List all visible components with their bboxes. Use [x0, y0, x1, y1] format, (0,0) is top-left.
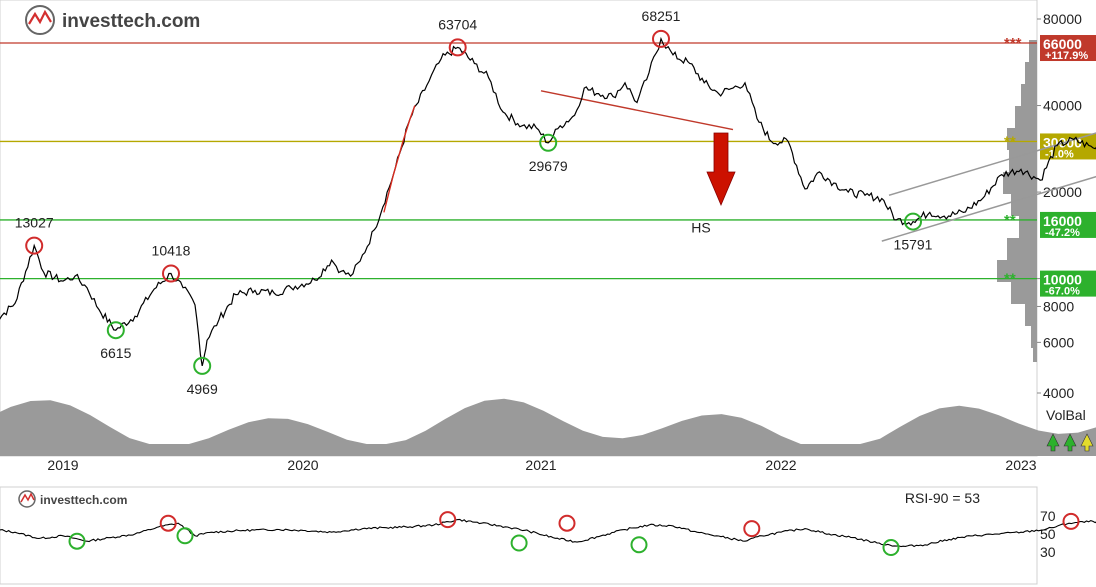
indicator-panel-frame [0, 486, 1038, 585]
extreme-label: 29679 [529, 158, 568, 174]
rsi-y-tick-label: 70 [1040, 508, 1056, 524]
level-tag [1040, 35, 1096, 62]
rsi-trough-marker [510, 534, 528, 552]
volume-profile-bar [997, 260, 1037, 282]
volume-profile-bar [1007, 238, 1037, 260]
rsi-peak-marker [1062, 512, 1080, 530]
level-stars: ** [1004, 271, 1016, 288]
extreme-label: 10418 [152, 242, 191, 258]
rsi-line [0, 518, 1096, 548]
volume-profile-bar [1031, 326, 1037, 348]
x-tick-label: 2020 [287, 457, 318, 473]
y-tick-label: 6000 [1043, 334, 1074, 350]
brand-logo-small: investtech.com [18, 490, 127, 508]
y-tick-label: 80000 [1043, 11, 1082, 27]
brand-name: investtech.com [62, 11, 200, 32]
x-tick-label: 2021 [525, 457, 556, 473]
volume-profile-bar [1019, 216, 1037, 238]
hs-neckline [540, 90, 734, 131]
x-tick-label: 2022 [765, 457, 796, 473]
level-change: +117.9% [1045, 50, 1088, 62]
volume-profile-bar [1029, 40, 1037, 62]
y-tick-label: 20000 [1043, 184, 1082, 200]
volume-profile-bar [1007, 128, 1037, 150]
trend-channel-lower [881, 175, 1096, 242]
extreme-label: 15791 [894, 237, 933, 253]
rsi-trough-marker [882, 539, 900, 556]
price-layer: 4000 6000 8000 10000 20000 40000 80000 2019 2020… [0, 8, 1096, 473]
peak-marker [448, 38, 467, 57]
peak-marker [652, 29, 670, 48]
extreme-label: 68251 [642, 8, 681, 24]
volbal-arrow-icon [1063, 433, 1077, 452]
extreme-label: 63704 [438, 16, 477, 32]
brand-logo: investtech.com [25, 5, 200, 35]
rsi-trough-marker [68, 532, 86, 550]
volbal-arrow-icon [1046, 433, 1060, 452]
volume-profile-bar [1025, 62, 1037, 84]
extreme-label: 13027 [15, 215, 54, 231]
level-tag [1040, 211, 1096, 238]
volume-profile-bar [1015, 106, 1037, 128]
extreme-label: 4969 [187, 381, 218, 397]
volbal-arrow-icon [1080, 433, 1094, 452]
hs-label: HS [691, 219, 710, 235]
level-stars: ** [1004, 212, 1016, 229]
volume-profile-bar [1003, 172, 1037, 194]
y-tick-label: 40000 [1043, 98, 1082, 114]
rsi-trough-marker [176, 527, 194, 545]
level-tag [1040, 270, 1096, 297]
volume-profile-bar [1011, 194, 1037, 216]
price-line [0, 36, 1096, 367]
brand-name-small: investtech.com [40, 493, 127, 507]
rsi-y-tick-label: 30 [1040, 544, 1056, 560]
level-value: 66000 [1043, 36, 1082, 52]
y-tick-label: 4000 [1043, 385, 1074, 401]
level-change: -67.0% [1045, 286, 1080, 298]
volume-label: VolBal [1046, 407, 1086, 423]
rsi-trough-marker [630, 536, 648, 554]
price-panel-frame [0, 0, 1038, 457]
trough-marker [193, 356, 212, 375]
level-change: -47.2% [1045, 227, 1080, 239]
rsi-peak-marker [743, 520, 761, 538]
rsi-peak-marker [159, 514, 177, 532]
volume-profile-bar [1025, 304, 1037, 326]
rsi-peak-marker [439, 511, 457, 529]
price-line-highlight [383, 105, 416, 213]
volume-profile [997, 40, 1037, 362]
level-value: 16000 [1043, 213, 1082, 229]
rsi-title: RSI-90 = 53 [905, 490, 980, 506]
trough-marker [106, 321, 125, 340]
peak-marker [25, 236, 44, 255]
trend-channel-upper [888, 132, 1096, 196]
volume-profile-bar [1009, 150, 1037, 172]
level-stars: *** [1004, 35, 1022, 52]
volume-profile-bar [1033, 348, 1037, 362]
level-value: 10000 [1043, 272, 1082, 288]
brand-logo-wave [28, 9, 52, 25]
rsi-peak-marker [558, 514, 576, 532]
volume-profile-bar [1021, 84, 1037, 106]
brand-logo-small-wave [20, 492, 35, 503]
hs-down-arrow [706, 132, 736, 207]
volume-balance-area [0, 398, 1096, 456]
x-tick-label: 2023 [1005, 457, 1036, 473]
trough-marker [904, 212, 922, 231]
y-tick-label: 8000 [1043, 298, 1074, 314]
volume-profile-bar [1011, 282, 1037, 304]
peak-marker [162, 264, 180, 283]
x-tick-label: 2019 [47, 457, 78, 473]
level-stars: ** [1004, 133, 1016, 150]
extreme-label: 6615 [100, 345, 131, 361]
trough-marker [539, 133, 558, 152]
